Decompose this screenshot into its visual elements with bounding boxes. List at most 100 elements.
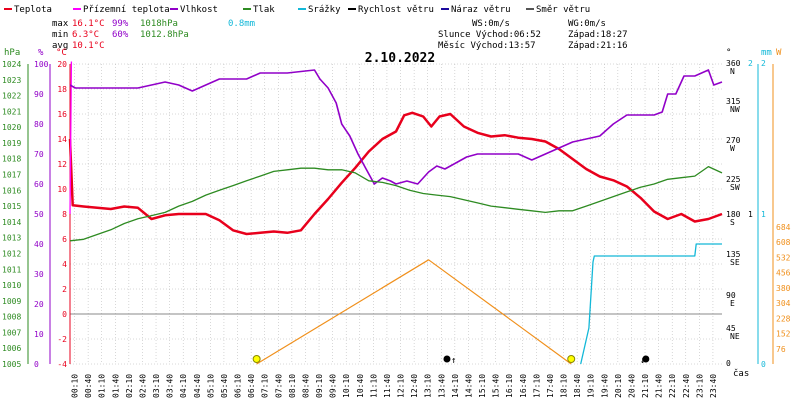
press-tick: 1011 <box>2 265 21 274</box>
press-tick: 1014 <box>2 218 21 227</box>
press-tick: 1009 <box>2 297 21 306</box>
x-tick: 23:10 <box>695 374 704 398</box>
x-tick: 22:10 <box>668 374 677 398</box>
series-line-sun <box>256 259 572 365</box>
stat-max-hum: 99% <box>112 19 129 29</box>
temp-tick: 14 <box>57 135 67 144</box>
x-tick: 00:10 <box>71 374 80 398</box>
x-tick: 21:40 <box>655 374 664 398</box>
x-tick: 07:10 <box>261 374 270 398</box>
press-tick: 1013 <box>2 234 21 243</box>
moonrise-arrow: ↑ <box>451 356 456 366</box>
temp-tick: -2 <box>57 335 67 344</box>
x-tick: 19:10 <box>587 374 596 398</box>
press-tick: 1006 <box>2 344 21 353</box>
x-tick: 17:10 <box>532 374 541 398</box>
solar-tick: 0 <box>761 360 766 369</box>
hum-tick: 70 <box>34 150 44 159</box>
press-axis-label: hPa <box>4 48 20 58</box>
legend-label: Směr větru <box>536 5 590 15</box>
hum-tick: 100 <box>34 60 49 69</box>
x-tick: 20:40 <box>627 374 636 398</box>
dir-tick: 360 <box>726 59 741 68</box>
press-tick: 1020 <box>2 123 21 132</box>
dir-tick-compass: E <box>730 299 735 308</box>
legend-label: Náraz větru <box>451 5 511 15</box>
x-tick: 00:40 <box>84 374 93 398</box>
solar-w-tick: 532 <box>776 253 791 262</box>
hum-tick: 60 <box>34 180 44 189</box>
solar-tick: 2 <box>761 59 766 68</box>
series-line-rain <box>580 243 722 365</box>
moonset-marker <box>642 355 650 363</box>
hum-tick: 0 <box>34 360 39 369</box>
press-tick: 1019 <box>2 139 21 148</box>
hum-tick: 80 <box>34 120 44 129</box>
solar-w-tick: 228 <box>776 314 791 323</box>
solar-w-tick: 304 <box>776 299 791 308</box>
x-tick: 16:10 <box>505 374 514 398</box>
x-tick: 11:40 <box>383 374 392 398</box>
dir-axis-label: ° <box>726 48 731 58</box>
x-tick: 09:40 <box>329 374 338 398</box>
dir-tick-compass: N <box>730 67 735 76</box>
temp-tick: 8 <box>62 210 67 219</box>
temp-tick: 2 <box>62 285 67 294</box>
x-tick: 08:40 <box>301 374 310 398</box>
legend-label: Rychlost větru <box>358 5 434 15</box>
x-tick: 12:40 <box>410 374 419 398</box>
temp-tick: 10 <box>57 185 67 194</box>
dir-tick: 45 <box>726 324 736 333</box>
x-tick: 15:40 <box>492 374 501 398</box>
x-tick: 05:10 <box>206 374 215 398</box>
press-tick: 1017 <box>2 171 21 180</box>
x-tick: 21:10 <box>641 374 650 398</box>
temp-tick: 18 <box>57 85 67 94</box>
temp-tick: 0 <box>62 310 67 319</box>
x-tick: 23:40 <box>709 374 718 398</box>
x-tick: 22:40 <box>682 374 691 398</box>
solar-w-tick: 684 <box>776 223 791 232</box>
moonset-arrow: ↓ <box>640 356 645 366</box>
x-tick: 13:10 <box>424 374 433 398</box>
info-moon-rise: Měsíc Východ:13:57 <box>438 41 536 51</box>
info-moon-set: Západ:21:16 <box>568 41 628 51</box>
x-tick: 10:40 <box>356 374 365 398</box>
solar-w-tick: 456 <box>776 269 791 278</box>
x-tick: 04:10 <box>179 374 188 398</box>
x-tick: 01:40 <box>111 374 120 398</box>
chart-title: 2.10.2022 <box>365 51 435 66</box>
stat-min-temp: 6.3°C <box>72 30 99 40</box>
hum-tick: 40 <box>34 240 44 249</box>
solar-w-tick: 608 <box>776 238 791 247</box>
press-tick: 1015 <box>2 202 21 211</box>
press-tick: 1022 <box>2 92 21 101</box>
x-tick: 15:10 <box>478 374 487 398</box>
x-tick: 14:40 <box>464 374 473 398</box>
x-tick: 02:40 <box>138 374 147 398</box>
series-line-hum <box>69 69 723 185</box>
x-tick: 17:40 <box>546 374 555 398</box>
info-sun-rise: Slunce Východ:06:52 <box>438 30 541 40</box>
hum-axis-label: % <box>38 48 44 58</box>
x-tick: 12:10 <box>397 374 406 398</box>
legend-label: Teplota <box>14 5 52 15</box>
x-tick: 10:10 <box>342 374 351 398</box>
press-tick: 1016 <box>2 186 21 195</box>
hum-tick: 10 <box>34 330 44 339</box>
legend-label: Přízemní teplota <box>83 5 170 15</box>
dir-tick: 270 <box>726 136 741 145</box>
press-tick: 1023 <box>2 76 21 85</box>
info-block: WS:0m/s WG:0m/s Slunce Východ:06:52 Zápa… <box>438 19 628 51</box>
stat-min-press: 1012.8hPa <box>140 30 189 40</box>
wind-tick: 1 <box>748 210 753 219</box>
legend-label: Srážky <box>308 5 341 15</box>
dir-tick-compass: NE <box>730 332 740 341</box>
legend: Teplota Přízemní teplota Vlhkost Tlak Srážky… <box>4 5 590 15</box>
dir-tick-compass: SW <box>730 183 740 192</box>
hum-tick: 90 <box>34 90 44 99</box>
x-tick: 18:40 <box>573 374 582 398</box>
dir-tick: 225 <box>726 175 741 184</box>
temp-tick: 16 <box>57 110 67 119</box>
